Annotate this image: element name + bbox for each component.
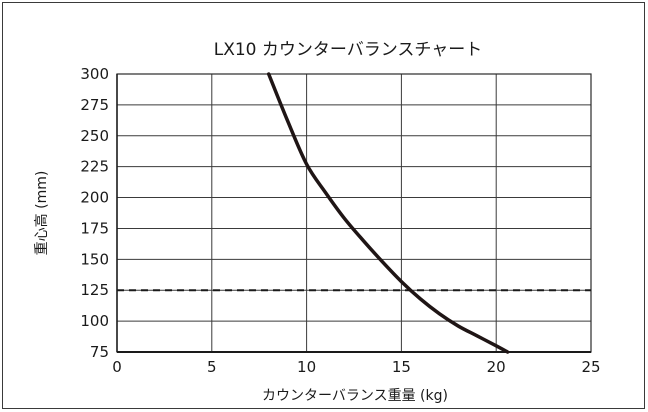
series-curve xyxy=(266,72,510,354)
x-tick-label: 5 xyxy=(207,358,217,376)
y-tick-label: 225 xyxy=(80,158,109,176)
x-tick-label: 0 xyxy=(112,358,122,376)
y-tick-label: 150 xyxy=(80,250,109,268)
y-tick-label: 275 xyxy=(80,96,109,114)
chart-title: LX10 カウンターバランスチャート xyxy=(214,40,482,60)
x-tick-label: 15 xyxy=(392,358,411,376)
y-tick-label: 125 xyxy=(80,281,109,299)
y-tick-labels: 75 100 125 150 175 200 225 250 275 300 xyxy=(80,65,109,361)
grid-lines xyxy=(116,73,592,353)
x-tick-label: 25 xyxy=(581,358,600,376)
series-layer xyxy=(117,72,591,354)
y-tick-label: 300 xyxy=(80,65,109,83)
y-tick-label: 200 xyxy=(80,189,109,207)
y-tick-label: 250 xyxy=(80,127,109,145)
plot-border xyxy=(116,73,592,353)
x-axis-label: カウンターバランス重量 (kg) xyxy=(262,388,448,404)
y-tick-label: 75 xyxy=(90,343,109,361)
counterbalance-chart: LX10 カウンターバランスチャート 0 5 10 15 20 25 75 100 125 15… xyxy=(33,40,601,404)
y-axis-label: 重心高 (mm) xyxy=(33,171,50,256)
x-tick-label: 20 xyxy=(487,358,506,376)
x-tick-label: 10 xyxy=(297,358,316,376)
x-tick-labels: 0 5 10 15 20 25 xyxy=(112,358,600,376)
y-tick-label: 100 xyxy=(80,312,109,330)
y-tick-label: 175 xyxy=(80,219,109,237)
